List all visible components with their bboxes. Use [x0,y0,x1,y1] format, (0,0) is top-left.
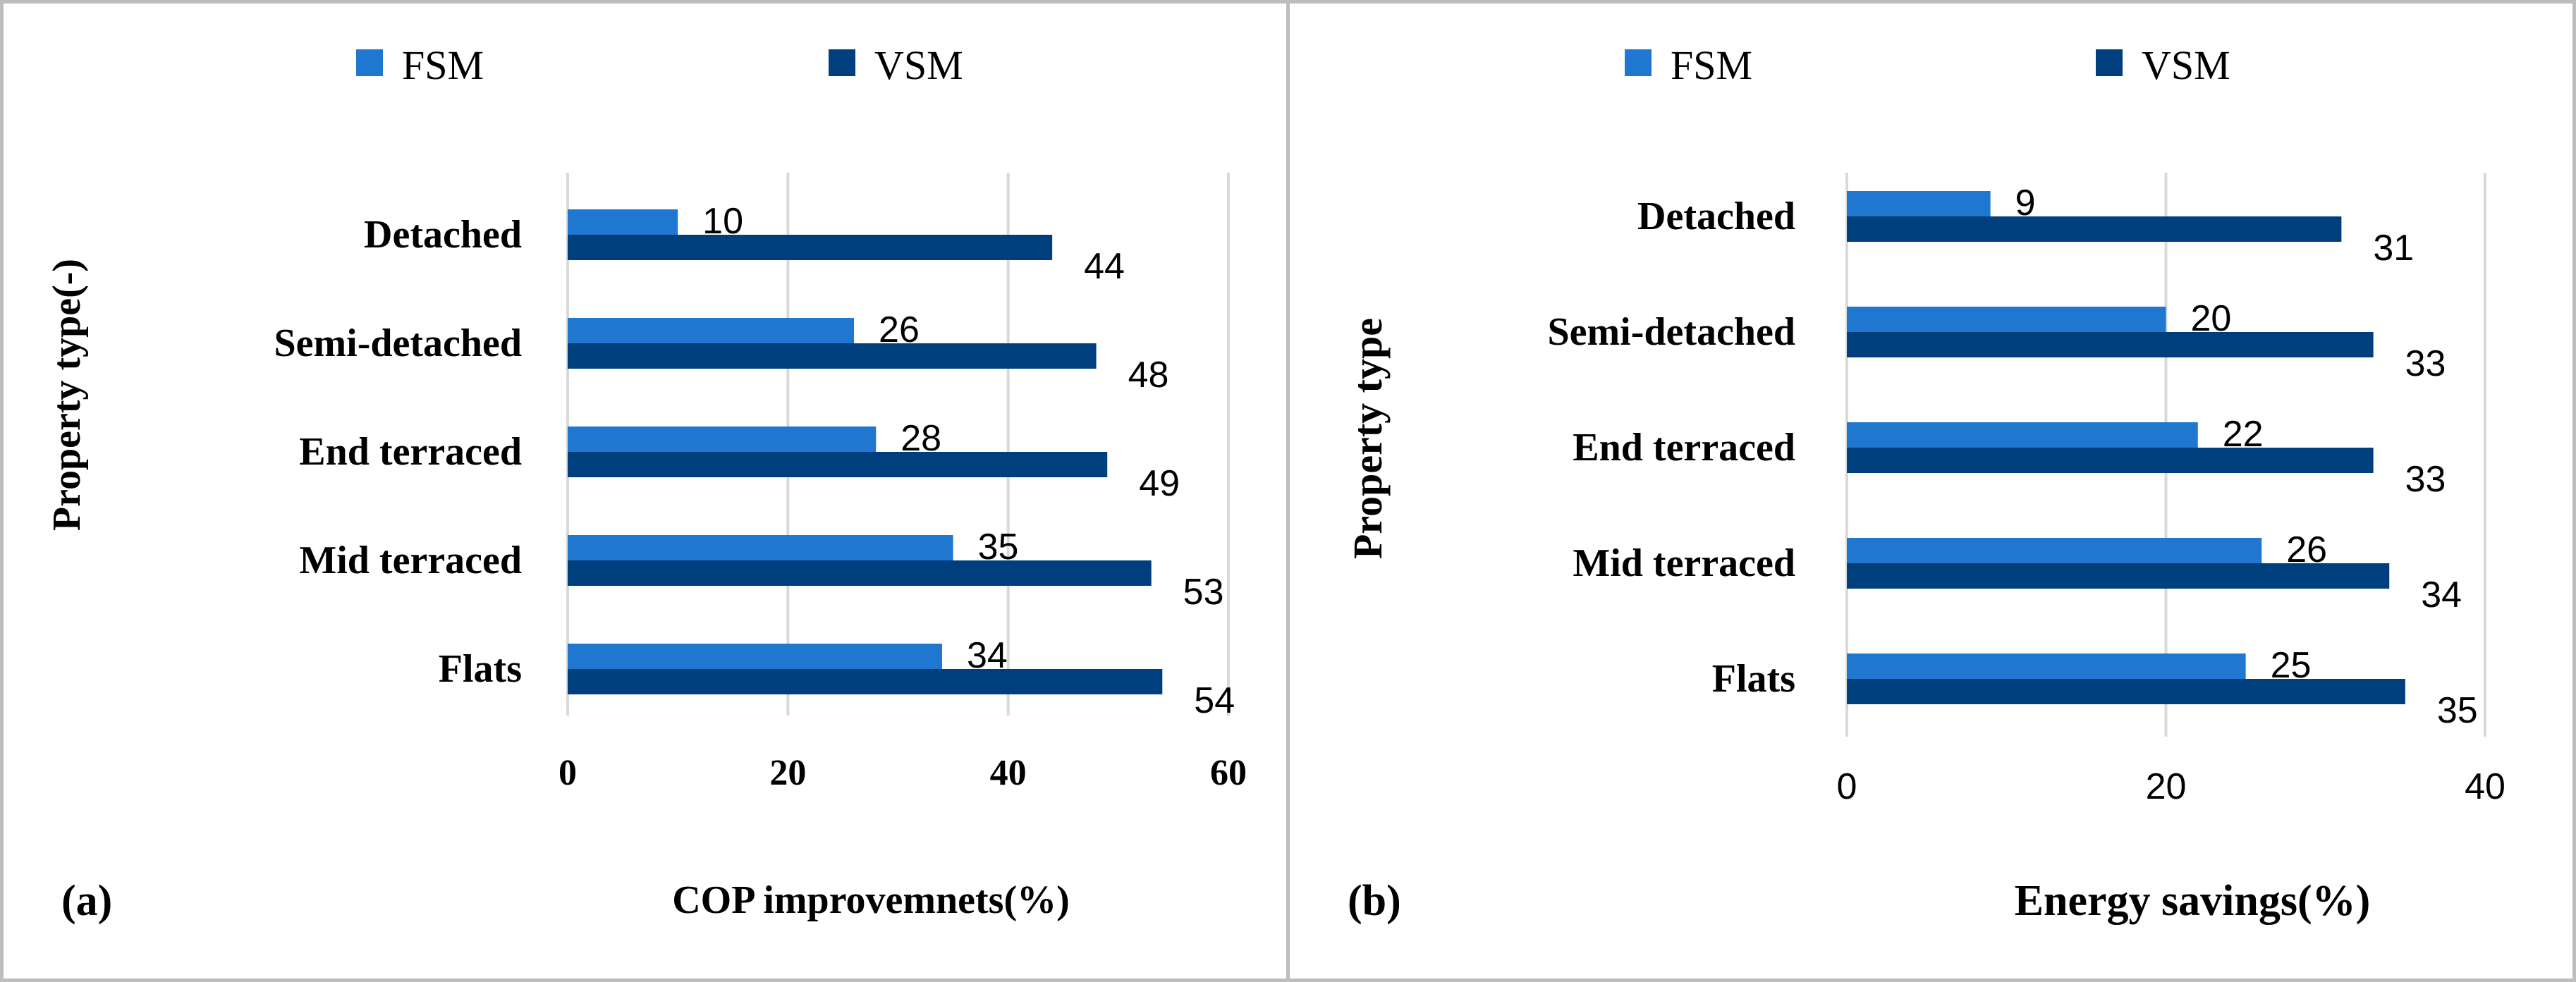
chart-a-data-label-vsm: 48 [1128,355,1169,395]
chart-b-data-label-vsm: 34 [2421,575,2462,615]
chart-a-x-tick-label: 0 [558,753,577,793]
chart-b-category-label: Semi-detached [1547,310,1795,354]
chart-b-category-label: Mid terraced [1573,541,1795,585]
chart-b-legend-swatch-vsm [2096,49,2123,76]
chart-b-data-label-fsm: 22 [2223,414,2264,455]
chart-b-legend-swatch-fsm [1625,49,1652,76]
chart-b-category-label: Flats [1712,657,1795,701]
chart-b-bar-fsm [1847,653,2246,679]
chart-a-bar-vsm [568,343,1097,369]
chart-a-category-label: Flats [439,647,522,691]
chart-b-data-label-fsm: 9 [2015,183,2036,223]
chart-a-x-tick-label: 40 [990,753,1027,793]
chart-a-bar-vsm [568,560,1152,586]
chart-b-bar-fsm [1847,538,2262,563]
chart-a-category-label: Mid terraced [299,539,522,582]
chart-a-bar-vsm [568,669,1163,694]
chart-a-bar-fsm [568,535,953,560]
chart-a-x-tick-label: 60 [1210,753,1247,793]
chart-b-x-tick-label: 0 [1837,766,1857,807]
chart-a-legend-label-fsm: FSM [402,42,484,88]
chart-b-bar-vsm [1847,448,2374,473]
chart-a-bar-fsm [568,209,678,235]
chart-b-category-label: End terraced [1573,426,1795,469]
chart-b-bar-vsm [1847,332,2374,357]
chart-a-bar-vsm [568,452,1108,477]
chart-a-data-label-fsm: 10 [702,201,743,242]
chart-b-bar-vsm [1847,216,2342,242]
chart-b-x-tick-label: 40 [2465,766,2505,807]
chart-a-legend-label-vsm: VSM [874,42,963,88]
chart-b-data-label-vsm: 33 [2405,343,2446,384]
chart-b-x-tick-label: 20 [2146,766,2187,807]
chart-b-legend-label-vsm: VSM [2142,42,2230,88]
chart-panel-a: 0 20 40 60 10 44 Detached 26 48 Semi-detached 28 49… [0,0,1290,982]
chart-b-bar-fsm [1847,307,2166,332]
chart-a-data-label-vsm: 53 [1183,572,1224,613]
chart-a-data-label-fsm: 34 [967,635,1008,676]
chart-b-legend-label-fsm: FSM [1671,42,1752,88]
chart-a-data-label-vsm: 49 [1139,463,1180,504]
chart-a-data-label-fsm: 28 [901,418,941,459]
chart-a-y-axis-label: Property type(-) [45,259,89,531]
chart-a-x-tick-label: 20 [769,753,806,793]
chart-b-data-label-fsm: 26 [2286,529,2327,570]
chart-b-panel-label: (b) [1348,877,1401,925]
chart-a-bar-fsm [568,318,855,343]
chart-a-category-label: End terraced [299,430,522,474]
chart-b-bar-fsm [1847,422,2198,448]
chart-a-category-label: Semi-detached [274,321,522,365]
chart-a-svg: 0 20 40 60 10 44 Detached 26 48 Semi-detached 28 49… [45,42,1247,925]
chart-b-svg: 0 20 40 9 31 Detached 20 33 Semi-detached 22 33 End… [1345,42,2505,925]
chart-b-data-label-vsm: 33 [2405,459,2446,500]
chart-a-data-label-vsm: 54 [1194,680,1235,721]
chart-a-x-axis-label: COP improvemnets(%) [672,878,1070,922]
chart-b-data-label-vsm: 31 [2373,228,2414,269]
chart-b-bar-fsm [1847,191,1991,216]
chart-b-bar-vsm [1847,563,2390,589]
chart-a-legend-swatch-vsm [829,49,855,76]
chart-a-bar-vsm [568,235,1053,260]
chart-b-y-axis-label: Property type [1345,318,1391,559]
chart-a-data-label-fsm: 26 [879,309,920,350]
chart-b-category-label: Detached [1637,195,1795,238]
chart-b-data-label-fsm: 20 [2191,298,2232,339]
chart-a-data-label-fsm: 35 [978,527,1019,567]
chart-a-category-label: Detached [364,213,522,257]
chart-a-bar-fsm [568,644,942,669]
chart-a-legend-swatch-fsm [356,49,383,76]
chart-b-data-label-vsm: 35 [2437,690,2478,731]
chart-b-x-axis-label: Energy savings(%) [2015,877,2371,925]
chart-a-data-label-vsm: 44 [1084,246,1125,287]
chart-b-data-label-fsm: 25 [2271,645,2312,686]
chart-panel-b: 0 20 40 9 31 Detached 20 33 Semi-detached 22 33 End… [1286,0,2576,982]
chart-a-panel-label: (a) [61,877,112,925]
chart-b-bar-vsm [1847,679,2405,704]
chart-a-bar-fsm [568,426,877,452]
